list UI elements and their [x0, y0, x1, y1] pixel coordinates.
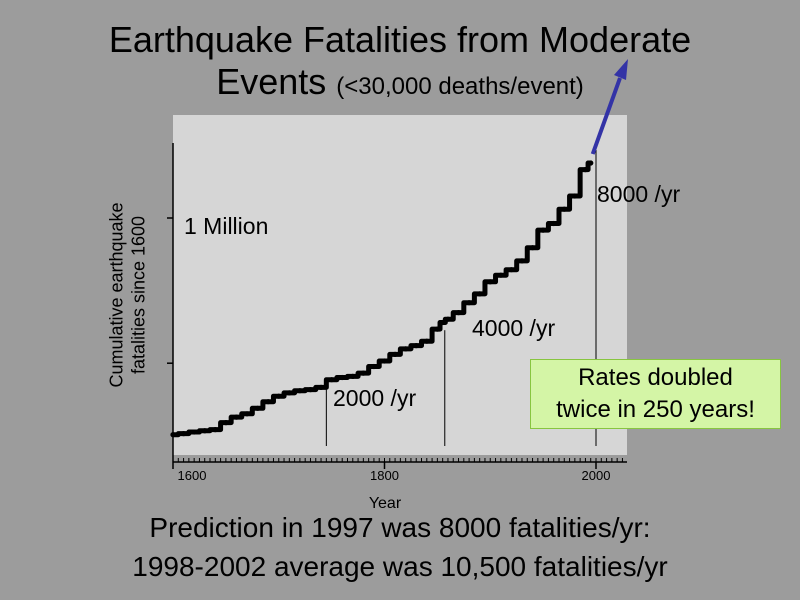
data-point	[413, 343, 419, 349]
callout-line-1: Rates doubled	[578, 364, 733, 391]
data-point	[360, 370, 366, 376]
data-point	[381, 358, 388, 364]
data-point	[307, 387, 314, 393]
x-tick-label: 1600	[178, 468, 207, 483]
data-point	[440, 319, 446, 326]
data-point	[477, 291, 483, 297]
trend-arrow-head	[614, 59, 628, 80]
rates-doubled-callout: Rates doubled twice in 250 years!	[530, 359, 781, 429]
annotation-label: 4000 /yr	[472, 315, 555, 341]
y-axis-label-line-2: fatalities since 1600	[129, 215, 150, 375]
data-point	[180, 431, 187, 437]
page-title: Earthquake Fatalities from Moderate	[0, 20, 800, 60]
data-point	[255, 405, 261, 411]
data-point	[403, 346, 409, 352]
data-point	[561, 206, 567, 212]
x-axis-label: Year	[369, 495, 402, 512]
data-point	[434, 326, 440, 332]
data-point	[445, 316, 451, 322]
data-point	[519, 258, 525, 264]
data-point	[588, 160, 594, 166]
footer-line-2: 1998-2002 average was 10,500 fatalities/…	[132, 551, 668, 582]
callout-line-2: twice in 250 years!	[556, 396, 755, 423]
y-axis-label-line-1: Cumulative earthquake	[107, 202, 128, 388]
data-point	[329, 377, 335, 383]
data-point	[170, 432, 176, 438]
y-axis-label-text: Cumulative earthquake fatalities since 16…	[106, 202, 150, 387]
title-line-1: Earthquake Fatalities from Moderate	[108, 19, 692, 60]
series-line	[170, 160, 594, 438]
annotation-label: 1 Million	[184, 213, 268, 239]
data-point	[424, 338, 430, 344]
data-point	[297, 388, 303, 394]
y-axis-label: Cumulative earthquake fatalities since 16…	[98, 165, 158, 425]
data-point	[392, 351, 398, 357]
data-point	[191, 429, 197, 435]
footer-line-1: Prediction in 1997 was 8000 fatalities/y…	[149, 512, 651, 543]
data-point	[487, 279, 493, 285]
data-point	[455, 310, 462, 316]
data-point	[582, 167, 589, 173]
annotation-label: 8000 /yr	[597, 181, 680, 207]
data-point	[276, 393, 282, 399]
title-line-2-main: Events	[216, 61, 327, 102]
data-point	[223, 420, 229, 426]
data-point	[202, 428, 208, 434]
data-point	[508, 267, 514, 273]
data-point	[466, 300, 472, 306]
data-point	[339, 374, 345, 381]
data-point	[244, 411, 250, 417]
title-line-2-sub: (<30,000 deaths/event)	[336, 73, 584, 100]
x-tick-label: 2000	[582, 468, 611, 483]
data-point	[371, 363, 377, 370]
annotation-label: 2000 /yr	[333, 385, 416, 411]
data-point	[286, 390, 292, 396]
data-point	[551, 220, 557, 227]
data-point	[265, 399, 271, 405]
page-title-line-2: Events (<30,000 deaths/event)	[0, 62, 800, 107]
data-point	[350, 373, 356, 379]
data-point	[529, 245, 536, 251]
data-point	[498, 272, 504, 278]
data-point	[212, 427, 218, 433]
data-point	[540, 227, 546, 233]
data-point	[233, 414, 240, 420]
x-tick-label: 1800	[370, 468, 399, 483]
trend-arrow-shaft	[590, 77, 622, 155]
data-point	[318, 384, 324, 390]
data-point	[572, 193, 578, 199]
